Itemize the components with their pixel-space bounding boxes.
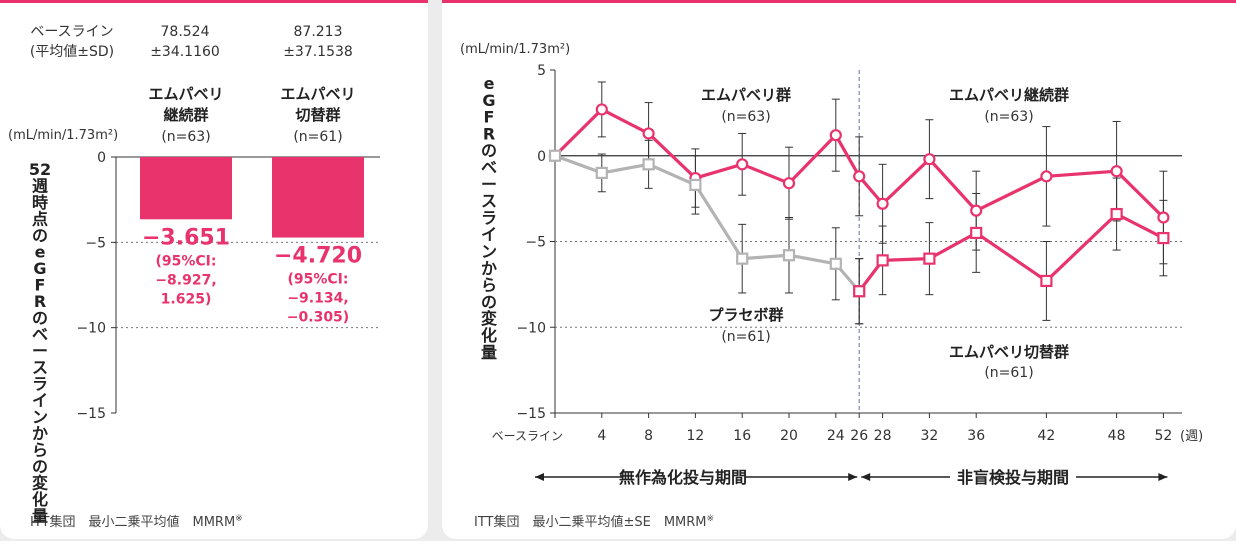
y-tick-label: 5 bbox=[537, 63, 546, 79]
ci-label: −8.927, bbox=[155, 272, 216, 288]
data-point bbox=[1110, 165, 1123, 178]
data-point bbox=[853, 170, 866, 183]
data-point bbox=[1040, 170, 1053, 183]
period-arrow-head bbox=[1158, 473, 1168, 481]
data-point bbox=[1110, 207, 1123, 221]
data-point bbox=[970, 226, 983, 240]
ci-label: (95%CI: bbox=[288, 272, 349, 288]
baseline-label: ベースライン bbox=[30, 24, 113, 40]
left-chart-panel: ベースライン (平均値±SD) 78.524 ±34.1160 87.213 ±… bbox=[0, 0, 428, 539]
x-tick-label: 20 bbox=[780, 428, 798, 444]
data-point bbox=[689, 178, 702, 192]
emp-group-n: (n=63) bbox=[721, 109, 770, 125]
cont-group-n: (n=63) bbox=[984, 109, 1033, 125]
category-n-label: (n=61) bbox=[293, 129, 342, 145]
data-label: −3.651 bbox=[142, 225, 230, 250]
x-tick-label: ベースライン bbox=[492, 429, 563, 443]
y-tick-label: −5 bbox=[525, 235, 546, 251]
data-point bbox=[876, 254, 889, 267]
data-label: −4.720 bbox=[274, 244, 362, 269]
placebo-group-n: (n=61) bbox=[721, 329, 770, 345]
data-point bbox=[1157, 211, 1170, 224]
period1-label: 無作為化投与期間 bbox=[619, 468, 747, 487]
data-point bbox=[642, 127, 655, 140]
x-tick-label: 8 bbox=[644, 428, 653, 444]
series-line bbox=[554, 154, 861, 293]
data-point bbox=[970, 204, 983, 217]
data-point bbox=[829, 129, 842, 142]
left-y-axis-label: 52 週時点の e G F R のベースラインからの変化量 bbox=[29, 160, 51, 526]
period-arrow-head bbox=[535, 473, 544, 481]
emp-group-label: エムパベリ群 bbox=[701, 86, 791, 104]
category-label: エムパベリ bbox=[148, 85, 223, 103]
period-arrow-head bbox=[848, 473, 858, 481]
baseline-sub-label: (平均値±SD) bbox=[30, 44, 114, 60]
y-tick-label: −5 bbox=[85, 235, 106, 251]
x-tick-label: 26 bbox=[850, 428, 868, 444]
x-tick-label: 4 bbox=[597, 428, 606, 444]
data-point bbox=[595, 166, 608, 179]
data-point bbox=[736, 158, 749, 171]
x-tick-label: 42 bbox=[1037, 428, 1055, 444]
baseline-sd-switch: ±37.1538 bbox=[283, 44, 353, 60]
right-unit-label: (mL/min/1.73m²) bbox=[460, 42, 570, 57]
category-n-label: (n=63) bbox=[161, 129, 210, 145]
left-bar-chart: ベースライン (平均値±SD) 78.524 ±34.1160 87.213 ±… bbox=[8, 24, 380, 530]
data-point bbox=[876, 197, 889, 210]
x-tick-label: 52 bbox=[1154, 428, 1172, 444]
y-tick-label: −10 bbox=[516, 320, 546, 336]
y-tick-label: −15 bbox=[76, 406, 106, 422]
x-unit-label: (週) bbox=[1180, 429, 1203, 444]
category-label: エムパベリ bbox=[280, 85, 355, 103]
x-tick-label: 24 bbox=[827, 428, 845, 444]
y-tick-label: 0 bbox=[537, 149, 546, 165]
x-tick-label: 32 bbox=[920, 428, 938, 444]
data-point bbox=[829, 257, 842, 270]
baseline-value-switch: 87.213 bbox=[294, 24, 343, 40]
series-line bbox=[857, 212, 1165, 293]
y-tick-label: 0 bbox=[97, 150, 106, 166]
data-point bbox=[853, 285, 866, 298]
series-line bbox=[553, 107, 1165, 219]
data-point bbox=[923, 252, 936, 265]
data-point bbox=[923, 153, 936, 166]
data-point bbox=[736, 252, 749, 265]
ci-label: −0.305) bbox=[287, 310, 349, 326]
ci-label: −9.134, bbox=[287, 291, 348, 307]
right-footnote: ITT集団 最小二乗平均値±SE MMRM※ bbox=[474, 514, 714, 530]
left-footnote: ITT集団 最小二乗平均値 MMRM※ bbox=[30, 514, 243, 530]
baseline-sd-continue: ±34.1160 bbox=[150, 44, 220, 60]
cont-group-label: エムパベリ継続群 bbox=[949, 86, 1069, 104]
data-point bbox=[1040, 274, 1053, 288]
x-tick-label: 48 bbox=[1108, 428, 1126, 444]
period-arrow-head bbox=[861, 473, 871, 481]
placebo-group-label: プラセボ群 bbox=[708, 306, 783, 324]
y-tick-label: −10 bbox=[76, 321, 106, 337]
switch-group-label: エムパベリ切替群 bbox=[949, 343, 1069, 361]
bar bbox=[140, 157, 232, 220]
baseline-value-continue: 78.524 bbox=[161, 24, 210, 40]
category-label: 切替群 bbox=[295, 106, 340, 124]
right-chart-panel: (mL/min/1.73m²) (週) 無作為化投与期間 非盲検投与期間 エムパ… bbox=[442, 0, 1236, 539]
data-point bbox=[548, 149, 562, 162]
y-tick-label: −15 bbox=[516, 406, 546, 422]
ci-label: 1.625) bbox=[161, 291, 212, 307]
x-tick-label: 28 bbox=[874, 428, 892, 444]
right-line-chart: (mL/min/1.73m²) (週) 無作為化投与期間 非盲検投与期間 エムパ… bbox=[460, 42, 1203, 530]
x-tick-label: 36 bbox=[967, 428, 985, 444]
period2-label: 非盲検投与期間 bbox=[957, 468, 1069, 487]
x-tick-label: 12 bbox=[686, 428, 704, 444]
data-point bbox=[595, 103, 608, 116]
right-y-axis-label: e G F R のベースラインからの変化量 bbox=[481, 74, 497, 362]
switch-group-n: (n=61) bbox=[984, 365, 1033, 381]
data-point bbox=[642, 158, 655, 171]
x-tick-label: 16 bbox=[733, 428, 751, 444]
left-unit-label: (mL/min/1.73m²) bbox=[8, 128, 118, 143]
data-point bbox=[782, 177, 796, 190]
category-label: 継続群 bbox=[163, 106, 208, 124]
data-point bbox=[1157, 231, 1170, 245]
bar bbox=[272, 157, 364, 238]
ci-label: (95%CI: bbox=[156, 253, 217, 269]
data-point bbox=[782, 249, 796, 262]
